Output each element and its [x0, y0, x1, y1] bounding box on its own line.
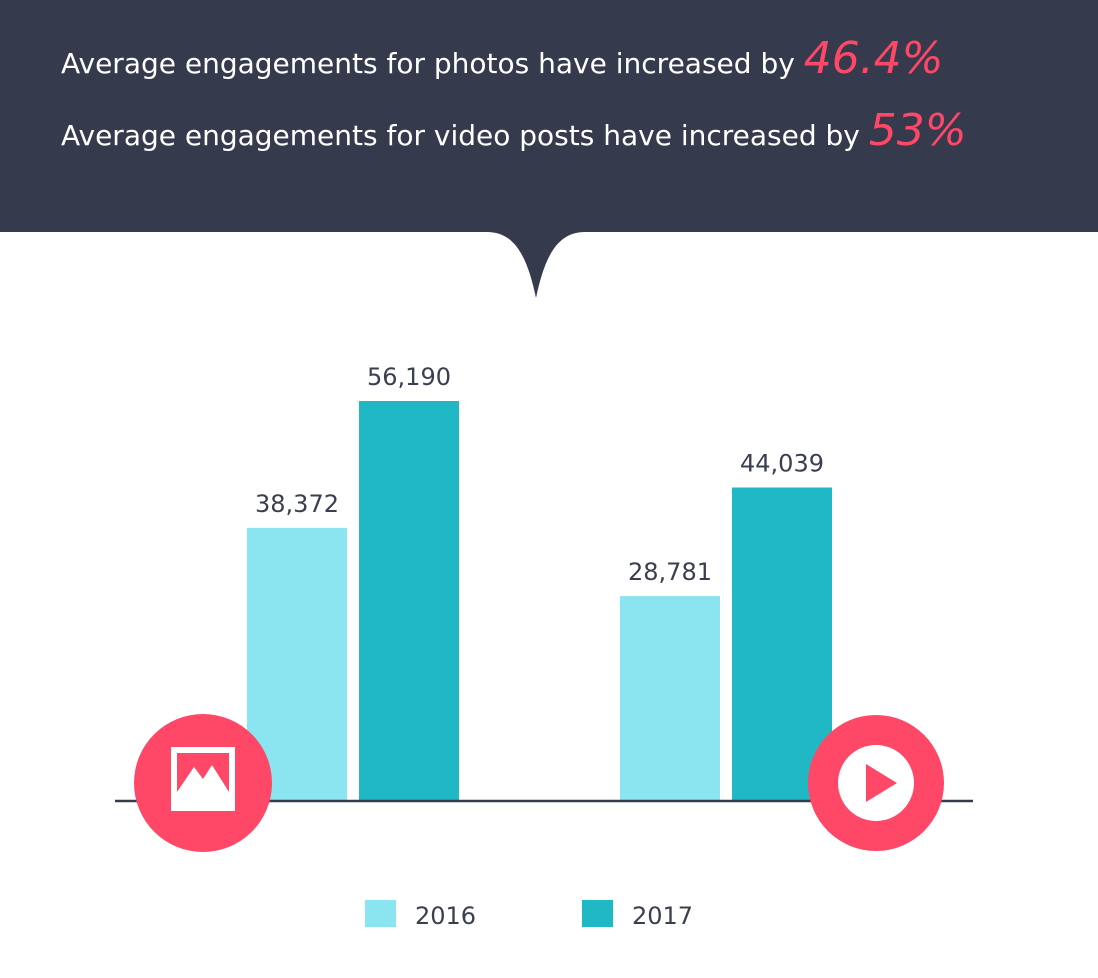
headline-banner [0, 0, 1098, 298]
bar-2017-photos [359, 401, 459, 801]
headline-photos: Average engagements for photos have incr… [61, 37, 943, 81]
legend-label-2016: 2016 [415, 902, 476, 930]
headline-photos-text: Average engagements for photos have incr… [61, 47, 795, 80]
headline-videos-percent: 53% [868, 105, 967, 156]
data-label-2016-videos: 28,781 [628, 558, 712, 586]
data-label-2016-photos: 38,372 [255, 490, 339, 518]
data-label-2017-videos: 44,039 [740, 449, 824, 477]
data-label-2017-photos: 56,190 [367, 363, 451, 391]
banner-background [0, 0, 1098, 298]
headline-videos-text: Average engagements for video posts have… [61, 119, 860, 152]
bar-2017-videos [732, 487, 832, 801]
image-icon [171, 747, 235, 811]
bar-2016-videos [620, 596, 720, 801]
legend-label-2017: 2017 [632, 902, 693, 930]
headline-videos: Average engagements for video posts have… [61, 109, 967, 153]
legend-swatch-2017 [582, 900, 613, 927]
legend-swatch-2016 [365, 900, 396, 927]
headline-photos-percent: 46.4% [803, 33, 944, 84]
play-icon [838, 745, 914, 821]
